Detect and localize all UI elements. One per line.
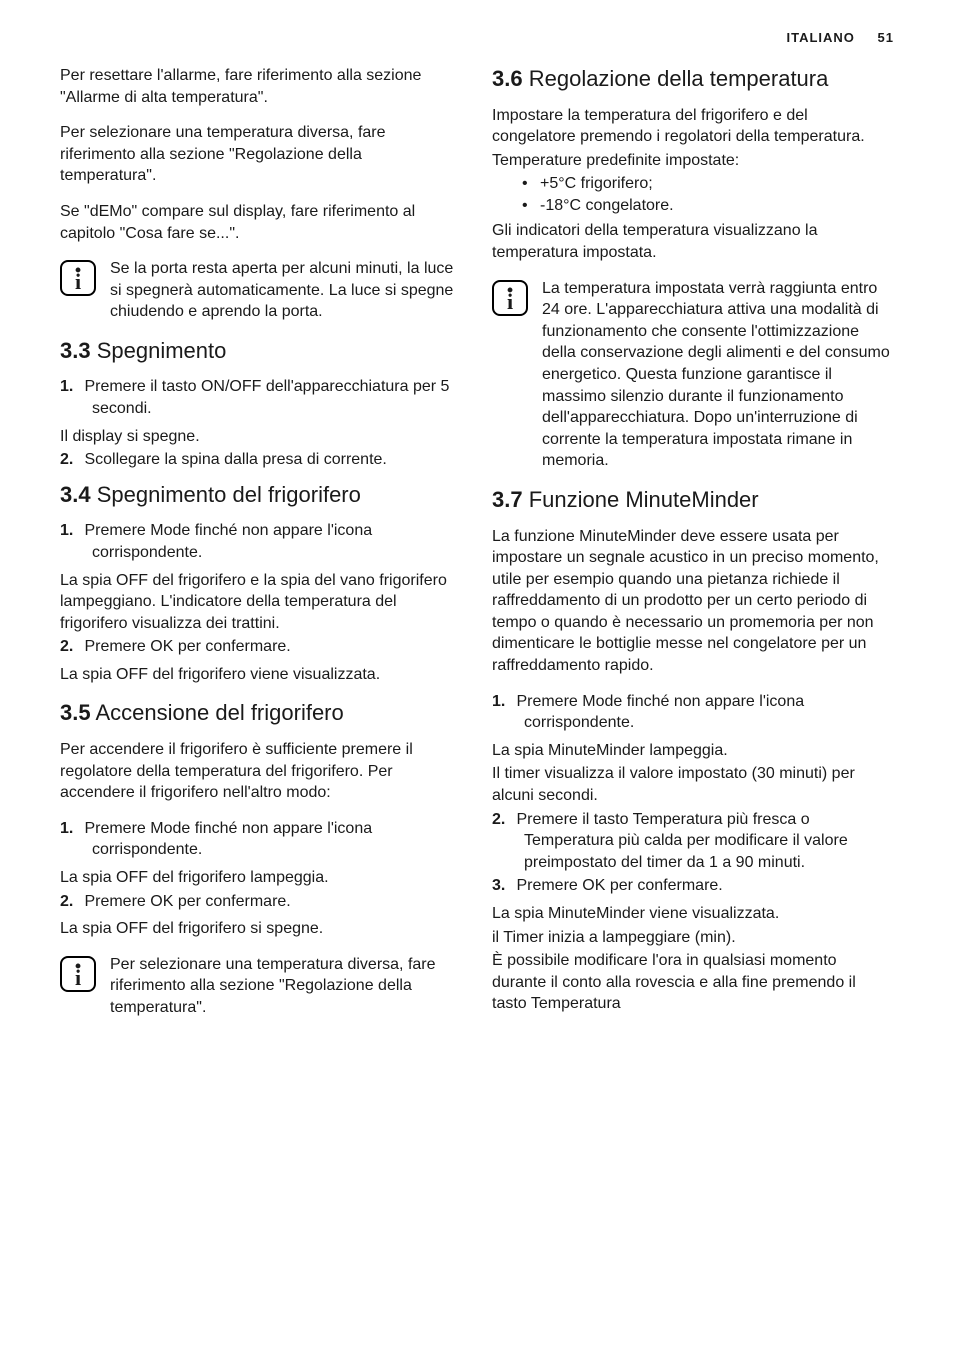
info-note-1: i Se la porta resta aperta per alcuni mi…	[60, 258, 462, 323]
info-icon: i	[492, 280, 528, 316]
info-text: Per selezionare una temperatura diversa,…	[110, 954, 462, 1019]
step-result: La spia OFF del frigorifero si spegne.	[60, 918, 462, 940]
list-item: 1. Premere il tasto ON/OFF dell'apparecc…	[60, 376, 462, 419]
step-result: Il display si spegne.	[60, 426, 462, 448]
step-result: La spia OFF del frigorifero e la spia de…	[60, 570, 462, 635]
list-item: 1. Premere Mode finché non appare l'icon…	[60, 520, 462, 563]
info-text: Se la porta resta aperta per alcuni minu…	[110, 258, 462, 323]
step-result: La spia MinuteMinder viene visualizzata.	[492, 903, 894, 925]
section-3-6-p3: Gli indicatori della temperatura visuali…	[492, 220, 894, 263]
section-3-6-p2: Temperature predefinite impostate:	[492, 150, 894, 172]
info-icon: i	[60, 260, 96, 296]
step-result: La spia OFF del frigorifero lampeggia.	[60, 867, 462, 889]
list-item: 2. Premere il tasto Temperatura più fres…	[492, 809, 894, 874]
preset-temps-list: +5°C frigorifero; -18°C congelatore.	[540, 173, 894, 216]
section-3-3-steps: 1. Premere il tasto ON/OFF dell'apparecc…	[60, 376, 462, 419]
step-result: il Timer inizia a lampeggiare (min).	[492, 927, 894, 949]
list-item: 2. Premere OK per confermare.	[60, 636, 462, 658]
page-number: 51	[878, 30, 894, 45]
step-result: La spia MinuteMinder lampeggia.	[492, 740, 894, 762]
intro-para-2: Per selezionare una temperatura diversa,…	[60, 122, 462, 187]
section-3-3-steps-2: 2. Scollegare la spina dalla presa di co…	[60, 449, 462, 471]
list-item: 1. Premere Mode finché non appare l'icon…	[60, 818, 462, 861]
section-3-4-heading: 3.4 Spegnimento del frigorifero	[60, 481, 462, 509]
list-item: 1. Premere Mode finché non appare l'icon…	[492, 691, 894, 734]
section-3-4-steps-2: 2. Premere OK per confermare.	[60, 636, 462, 658]
list-item: 2. Scollegare la spina dalla presa di co…	[60, 449, 462, 471]
step-result: La spia OFF del frigorifero viene visual…	[60, 664, 462, 686]
section-3-3-heading: 3.3 Spegnimento	[60, 337, 462, 365]
section-3-5-steps: 1. Premere Mode finché non appare l'icon…	[60, 818, 462, 861]
list-item: 2. Premere OK per confermare.	[60, 891, 462, 913]
intro-para-3: Se "dEMo" compare sul display, fare rife…	[60, 201, 462, 244]
intro-para-1: Per resettare l'allarme, fare riferiment…	[60, 65, 462, 108]
language-label: ITALIANO	[786, 30, 854, 45]
section-3-7-intro: La funzione MinuteMinder deve essere usa…	[492, 526, 894, 677]
step-result: Il timer visualizza il valore impostato …	[492, 763, 894, 806]
section-3-7-steps: 1. Premere Mode finché non appare l'icon…	[492, 691, 894, 734]
section-3-5-intro: Per accendere il frigorifero è sufficien…	[60, 739, 462, 804]
section-3-4-steps: 1. Premere Mode finché non appare l'icon…	[60, 520, 462, 563]
page-header: ITALIANO 51	[60, 30, 894, 45]
info-text: La temperatura impostata verrà raggiunta…	[542, 278, 894, 472]
section-3-7-steps-2: 2. Premere il tasto Temperatura più fres…	[492, 809, 894, 897]
info-note-2: i Per selezionare una temperatura divers…	[60, 954, 462, 1019]
section-3-6-heading: 3.6 Regolazione della temperatura	[492, 65, 894, 93]
left-column: Per resettare l'allarme, fare riferiment…	[60, 65, 462, 1033]
section-3-5-steps-2: 2. Premere OK per confermare.	[60, 891, 462, 913]
section-3-7-heading: 3.7 Funzione MinuteMinder	[492, 486, 894, 514]
right-column: 3.6 Regolazione della temperatura Impost…	[492, 65, 894, 1033]
content-columns: Per resettare l'allarme, fare riferiment…	[60, 65, 894, 1033]
info-icon: i	[60, 956, 96, 992]
list-item: +5°C frigorifero;	[540, 173, 894, 195]
info-note-3: i La temperatura impostata verrà raggiun…	[492, 278, 894, 472]
section-3-6-p1: Impostare la temperatura del frigorifero…	[492, 105, 894, 148]
list-item: -18°C congelatore.	[540, 195, 894, 217]
list-item: 3. Premere OK per confermare.	[492, 875, 894, 897]
section-3-5-heading: 3.5 Accensione del frigorifero	[60, 699, 462, 727]
step-result: È possibile modificare l'ora in qualsias…	[492, 950, 894, 1015]
